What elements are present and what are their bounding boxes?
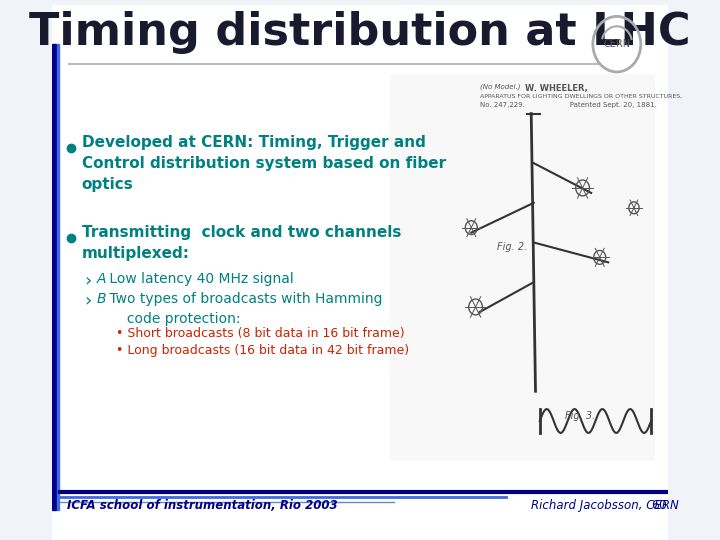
Bar xyxy=(52,44,56,510)
Text: Developed at CERN: Timing, Trigger and
Control distribution system based on fibe: Developed at CERN: Timing, Trigger and C… xyxy=(82,136,446,192)
Text: • Long broadcasts (16 bit data in 42 bit frame): • Long broadcasts (16 bit data in 42 bit… xyxy=(116,343,409,356)
Text: Low latency 40 MHz signal: Low latency 40 MHz signal xyxy=(105,272,294,286)
Text: ›: › xyxy=(84,272,91,291)
FancyBboxPatch shape xyxy=(52,4,668,540)
Text: B: B xyxy=(96,292,106,306)
Text: Two types of broadcasts with Hamming
     code protection:: Two types of broadcasts with Hamming cod… xyxy=(105,292,382,326)
Text: (No Model.): (No Model.) xyxy=(480,84,521,90)
Text: Timing distribution at LHC: Timing distribution at LHC xyxy=(30,11,690,54)
Text: CERN: CERN xyxy=(603,39,631,49)
Text: W. WHEELER,: W. WHEELER, xyxy=(526,84,588,93)
Text: Transmitting  clock and two channels
multiplexed:: Transmitting clock and two channels mult… xyxy=(82,225,401,261)
Bar xyxy=(57,44,58,510)
Text: Fig. 3.: Fig. 3. xyxy=(565,411,595,421)
Text: ›: › xyxy=(84,292,91,310)
FancyBboxPatch shape xyxy=(390,74,655,461)
Text: ICFA school of instrumentation, Rio 2003: ICFA school of instrumentation, Rio 2003 xyxy=(67,500,338,512)
Text: No. 247,229.                    Patented Sept. 20, 1881.: No. 247,229. Patented Sept. 20, 1881. xyxy=(480,102,657,107)
Text: A: A xyxy=(96,272,106,286)
Text: • Short broadcasts (8 bit data in 16 bit frame): • Short broadcasts (8 bit data in 16 bit… xyxy=(116,327,405,340)
Text: Fig. 2.: Fig. 2. xyxy=(497,242,527,253)
Text: 60: 60 xyxy=(651,500,667,512)
Text: APPARATUS FOR LIGHTING DWELLINGS OR OTHER STRUCTURES,: APPARATUS FOR LIGHTING DWELLINGS OR OTHE… xyxy=(480,94,682,99)
Text: Richard Jacobsson, CERN: Richard Jacobsson, CERN xyxy=(531,500,679,512)
